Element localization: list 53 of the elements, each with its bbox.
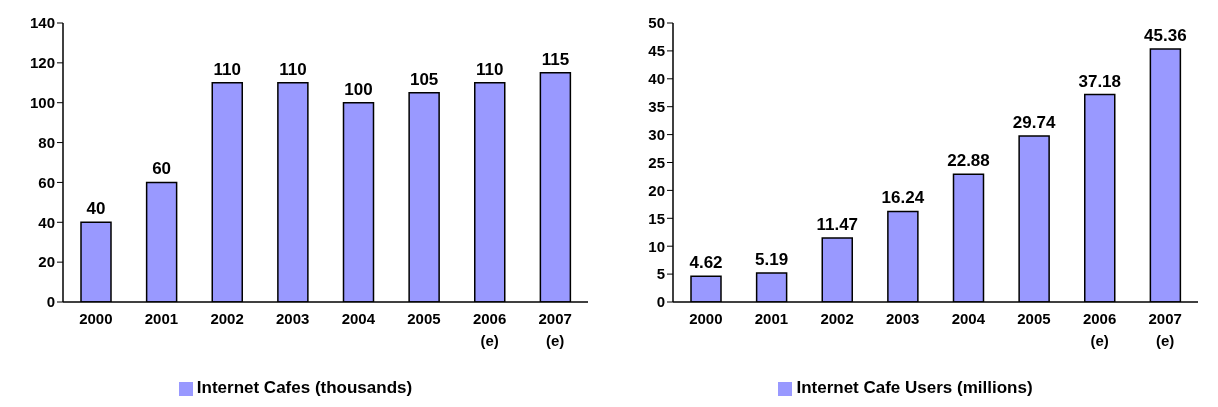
- data-label: 110: [476, 59, 504, 79]
- y-tick-label: 15: [648, 209, 665, 227]
- y-tick-label: 30: [648, 125, 665, 143]
- y-tick-label: 45: [648, 42, 665, 60]
- y-tick-label: 40: [648, 70, 665, 88]
- x-tick-label: 2001: [754, 310, 789, 327]
- data-label: 37.18: [1078, 71, 1122, 91]
- data-label: 40: [86, 199, 106, 219]
- x-tick-label: 2005: [407, 310, 441, 327]
- data-label: 11.47: [816, 215, 859, 234]
- x-tick-label: 2004: [341, 310, 376, 327]
- y-tick-label: 20: [38, 253, 55, 271]
- legend-label: Internet Cafe Users (millions): [796, 378, 1033, 397]
- legend-label: Internet Cafes (thousands): [196, 378, 413, 397]
- y-tick-label: 35: [648, 98, 665, 116]
- y-tick-label: 100: [29, 94, 55, 112]
- y-tick-label: 60: [38, 173, 55, 191]
- data-label: 110: [213, 59, 241, 79]
- x-tick-label: 2002: [820, 310, 854, 327]
- x-tick-label: 2000: [79, 310, 113, 327]
- x-tick-label: 2003: [276, 310, 310, 327]
- x-tick-label: 2006 (e): [1082, 310, 1117, 349]
- y-tick-label: 40: [38, 213, 55, 231]
- y-tick-label: 120: [29, 54, 55, 72]
- data-label: 115: [541, 49, 570, 69]
- data-label: 105: [409, 69, 439, 89]
- data-label: 110: [279, 59, 307, 79]
- y-tick-label: 0: [46, 293, 55, 311]
- x-tick-label: 2006 (e): [472, 310, 507, 349]
- x-tick-label: 2000: [689, 310, 723, 327]
- y-tick-label: 5: [656, 265, 665, 283]
- data-label: 16.24: [881, 188, 925, 208]
- x-tick-label: 2002: [210, 310, 244, 327]
- y-tick-label: 0: [656, 293, 665, 311]
- x-tick-label: 2004: [951, 310, 986, 327]
- data-label: 100: [344, 79, 373, 99]
- data-label: 45.36: [1144, 25, 1187, 45]
- y-tick-label: 25: [648, 153, 665, 171]
- y-tick-label: 50: [648, 14, 665, 32]
- y-tick-label: 20: [648, 181, 665, 199]
- x-tick-label: 2003: [886, 310, 920, 327]
- data-label: 4.62: [689, 253, 723, 273]
- y-tick-label: 80: [38, 133, 55, 151]
- x-tick-label: 2007 (e): [538, 310, 572, 349]
- data-label: 29.74: [1012, 113, 1056, 133]
- x-tick-label: 2005: [1017, 310, 1051, 327]
- y-tick-label: 10: [648, 237, 665, 255]
- data-label: 5.19: [755, 250, 789, 270]
- data-label: 60: [152, 159, 172, 179]
- y-tick-label: 140: [29, 14, 55, 32]
- x-tick-label: 2001: [144, 310, 179, 327]
- data-label: 22.88: [947, 151, 990, 171]
- x-tick-label: 2007 (e): [1148, 310, 1182, 349]
